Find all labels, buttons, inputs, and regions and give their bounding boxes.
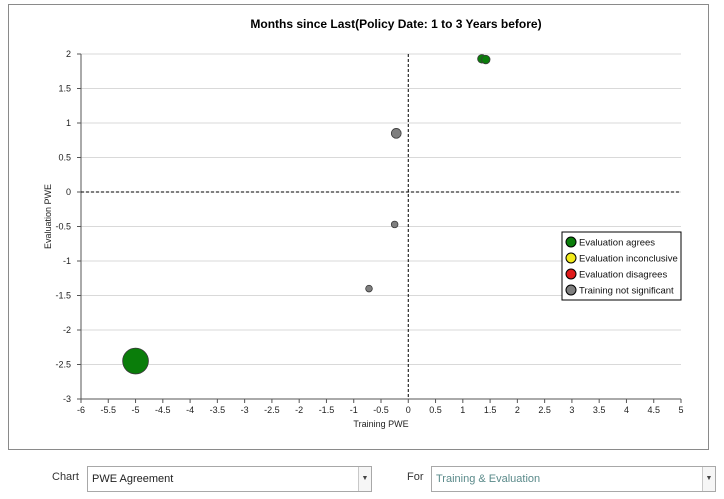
x-tick-label: -3.5 <box>210 405 226 415</box>
legend-label: Training not significant <box>579 286 674 297</box>
y-tick-label: 0.5 <box>58 153 71 163</box>
x-tick-label: 4.5 <box>647 405 660 415</box>
x-tick-label: 4 <box>624 405 629 415</box>
y-tick-label: 2 <box>66 49 71 59</box>
x-tick-label: -5.5 <box>101 405 117 415</box>
chart-select-label: Chart <box>52 471 79 483</box>
x-tick-label: -2.5 <box>264 405 280 415</box>
x-tick-label: 2.5 <box>538 405 551 415</box>
legend-label: Evaluation agrees <box>579 238 655 249</box>
x-tick-label: -2 <box>295 405 303 415</box>
x-tick-label: -3 <box>241 405 249 415</box>
chart-title: Months since Last(Policy Date: 1 to 3 Ye… <box>250 17 541 31</box>
y-tick-label: -3 <box>63 394 71 404</box>
x-tick-label: 5 <box>678 405 683 415</box>
x-tick-label: 1.5 <box>484 405 497 415</box>
for-value: Training & Evaluation <box>436 473 541 485</box>
x-tick-label: -0.5 <box>373 405 389 415</box>
x-tick-label: 2 <box>515 405 520 415</box>
x-tick-label: 3 <box>569 405 574 415</box>
legend-label: Evaluation inconclusive <box>579 254 678 265</box>
y-tick-label: 1.5 <box>58 84 71 94</box>
y-tick-label: -2.5 <box>55 360 71 370</box>
y-tick-label: 0 <box>66 187 71 197</box>
for-select-label: For <box>407 471 424 483</box>
x-tick-label: 0.5 <box>429 405 442 415</box>
data-point <box>390 220 399 229</box>
data-point <box>390 128 402 139</box>
x-tick-label: 3.5 <box>593 405 606 415</box>
legend-box <box>561 231 682 301</box>
x-tick-label: -1.5 <box>319 405 335 415</box>
x-tick-label: -1 <box>350 405 358 415</box>
chevron-down-icon[interactable]: ▼ <box>702 467 715 491</box>
x-axis-label: Training PWE <box>353 419 408 429</box>
data-point <box>365 284 373 293</box>
x-tick-label: -4 <box>186 405 194 415</box>
legend-marker <box>565 284 577 296</box>
y-tick-label: -2 <box>63 325 71 335</box>
legend-marker <box>565 252 577 264</box>
y-tick-label: 1 <box>66 118 71 128</box>
data-point <box>481 54 491 65</box>
x-tick-label: -4.5 <box>155 405 171 415</box>
data-point <box>122 347 149 375</box>
x-tick-label: -5 <box>132 405 140 415</box>
x-tick-label: 1 <box>460 405 465 415</box>
chart-panel: Months since Last(Policy Date: 1 to 3 Ye… <box>8 4 709 450</box>
x-tick-label: -6 <box>77 405 85 415</box>
scatter-chart: Months since Last(Policy Date: 1 to 3 Ye… <box>43 17 684 429</box>
y-tick-label: -0.5 <box>55 222 71 232</box>
x-tick-label: 0 <box>406 405 411 415</box>
chart-type-select[interactable]: PWE Agreement ▼ <box>87 466 372 492</box>
legend-marker <box>565 236 577 248</box>
legend-marker <box>565 268 577 280</box>
y-tick-label: -1 <box>63 256 71 266</box>
y-axis-label: Evaluation PWE <box>43 184 53 249</box>
for-select[interactable]: Training & Evaluation ▼ <box>431 466 716 492</box>
chart-options-bar: Chart PWE Agreement ▼ For Training & Eva… <box>0 458 724 499</box>
chevron-down-icon[interactable]: ▼ <box>358 467 371 491</box>
y-tick-label: -1.5 <box>55 291 71 301</box>
chart-type-value: PWE Agreement <box>92 473 174 485</box>
legend-label: Evaluation disagrees <box>579 270 667 281</box>
